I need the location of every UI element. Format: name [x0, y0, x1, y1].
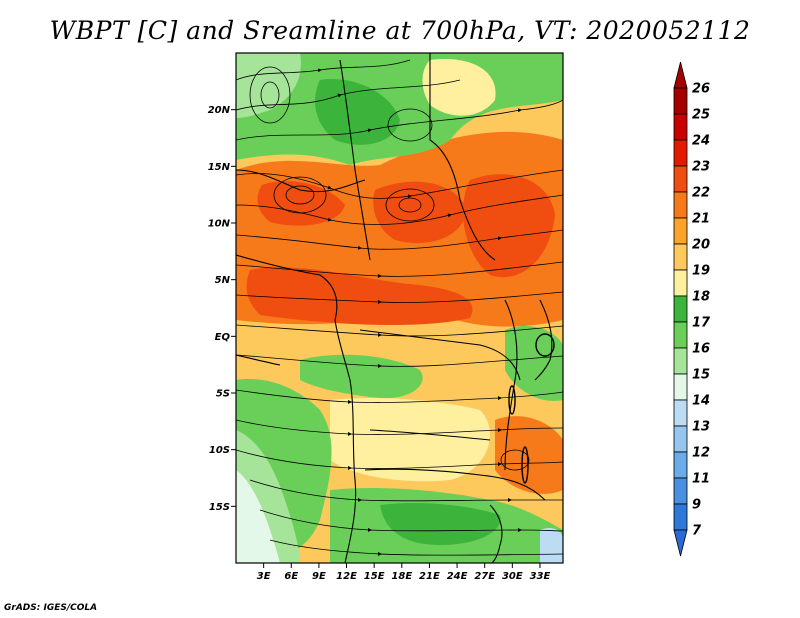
wbpt-region-22-southeast [495, 416, 563, 494]
lon-tick-label: 15E [364, 571, 385, 582]
colorbar-swatch [673, 269, 688, 297]
colorbar-swatch [673, 451, 688, 479]
colorbar-label: 24 [692, 134, 710, 149]
lat-tick-label: 15S [209, 502, 230, 513]
colorbar-label: 25 [692, 108, 710, 123]
lon-tick-label: 30E [502, 571, 523, 582]
lon-tick-label: 12E [336, 571, 357, 582]
colorbar-swatch [673, 425, 688, 453]
colorbar-swatch [673, 87, 688, 115]
map-plot-area [236, 53, 563, 563]
lat-tick-label: 10S [209, 445, 230, 456]
wbpt-region-16-northwest [236, 53, 301, 118]
wbpt-region-19-north-patch [422, 59, 496, 116]
colorbar-label: 9 [692, 498, 701, 513]
colorbar-label: 15 [692, 368, 710, 383]
lat-tick-label: 5N [215, 275, 231, 286]
colorbar-swatch [673, 295, 688, 323]
lon-tick-label: 6E [284, 571, 298, 582]
colorbar-label: 17 [692, 316, 711, 331]
grads-credit: GrADS: IGES/COLA [4, 603, 98, 613]
colorbar-label: 21 [692, 212, 710, 227]
colorbar-label: 20 [692, 238, 710, 253]
colorbar-top-arrow [673, 61, 688, 89]
wbpt-region-14-southeast-patch [540, 528, 563, 563]
colorbar-label: 14 [692, 394, 710, 409]
colorbar-swatch [673, 321, 688, 349]
wbpt-region-18-south-band-core [380, 503, 501, 545]
lon-tick-label: 3E [257, 571, 271, 582]
wbpt-region-23-core-south [246, 267, 473, 326]
lat-tick-label: 10N [208, 219, 231, 230]
colorbar-swatch [673, 347, 688, 375]
map-frame [235, 52, 564, 564]
colorbar: 26 25 24 23 22 21 20 19 18 17 16 15 14 13 12 11 9 7 [673, 61, 711, 557]
colorbar-bottom-arrow [673, 529, 688, 557]
wbpt-region-17-equatorial-west [300, 354, 423, 399]
colorbar-label: 12 [692, 446, 710, 461]
longitude-axis: 3E 6E 9E 12E 15E 18E 21E 24E 27E 30E 33E [257, 563, 551, 582]
colorbar-label: 22 [692, 186, 710, 201]
colorbar-label: 7 [692, 524, 702, 539]
lat-tick-label: 20N [208, 105, 231, 116]
wbpt-region-15-southwest-ocean [236, 470, 280, 563]
lon-tick-label: 9E [312, 571, 326, 582]
lake-outlines [508, 333, 555, 484]
colorbar-swatch [673, 373, 688, 401]
wbpt-region-17-equatorial-east [505, 325, 563, 401]
lon-tick-label: 21E [419, 571, 440, 582]
colorbar-swatch [673, 503, 688, 531]
lat-tick-label: 5S [216, 389, 230, 400]
lat-tick-label: EQ [215, 332, 231, 343]
coastlines-and-borders [236, 53, 553, 563]
colorbar-swatch [673, 139, 688, 167]
colorbar-label: 11 [692, 472, 710, 487]
colorbar-swatch [673, 243, 688, 271]
colorbar-label: 23 [692, 160, 710, 175]
latitude-axis: 20N 15N 10N 5N EQ 5S 10S 15S [208, 105, 236, 513]
colorbar-label: 26 [692, 82, 710, 97]
colorbar-swatch [673, 399, 688, 427]
colorbar-swatch [673, 165, 688, 193]
colorbar-label: 18 [692, 290, 710, 305]
colorbar-swatch [673, 477, 688, 505]
lon-tick-label: 18E [391, 571, 412, 582]
streamlines [236, 59, 563, 556]
colorbar-label: 16 [692, 342, 710, 357]
lon-tick-label: 24E [447, 571, 468, 582]
wbpt-region-19-south [330, 398, 490, 482]
chart-title: WBPT [C] and Sreamline at 700hPa, VT: 20… [49, 16, 751, 45]
colorbar-swatch [673, 113, 688, 141]
colorbar-label: 13 [692, 420, 710, 435]
lon-tick-label: 27E [474, 571, 495, 582]
colorbar-label: 19 [692, 264, 710, 279]
colorbar-swatch [673, 217, 688, 245]
wbpt-region-23-core-west [257, 181, 345, 226]
colorbar-swatch [673, 191, 688, 219]
lat-tick-label: 15N [208, 162, 231, 173]
lon-tick-label: 33E [530, 571, 551, 582]
